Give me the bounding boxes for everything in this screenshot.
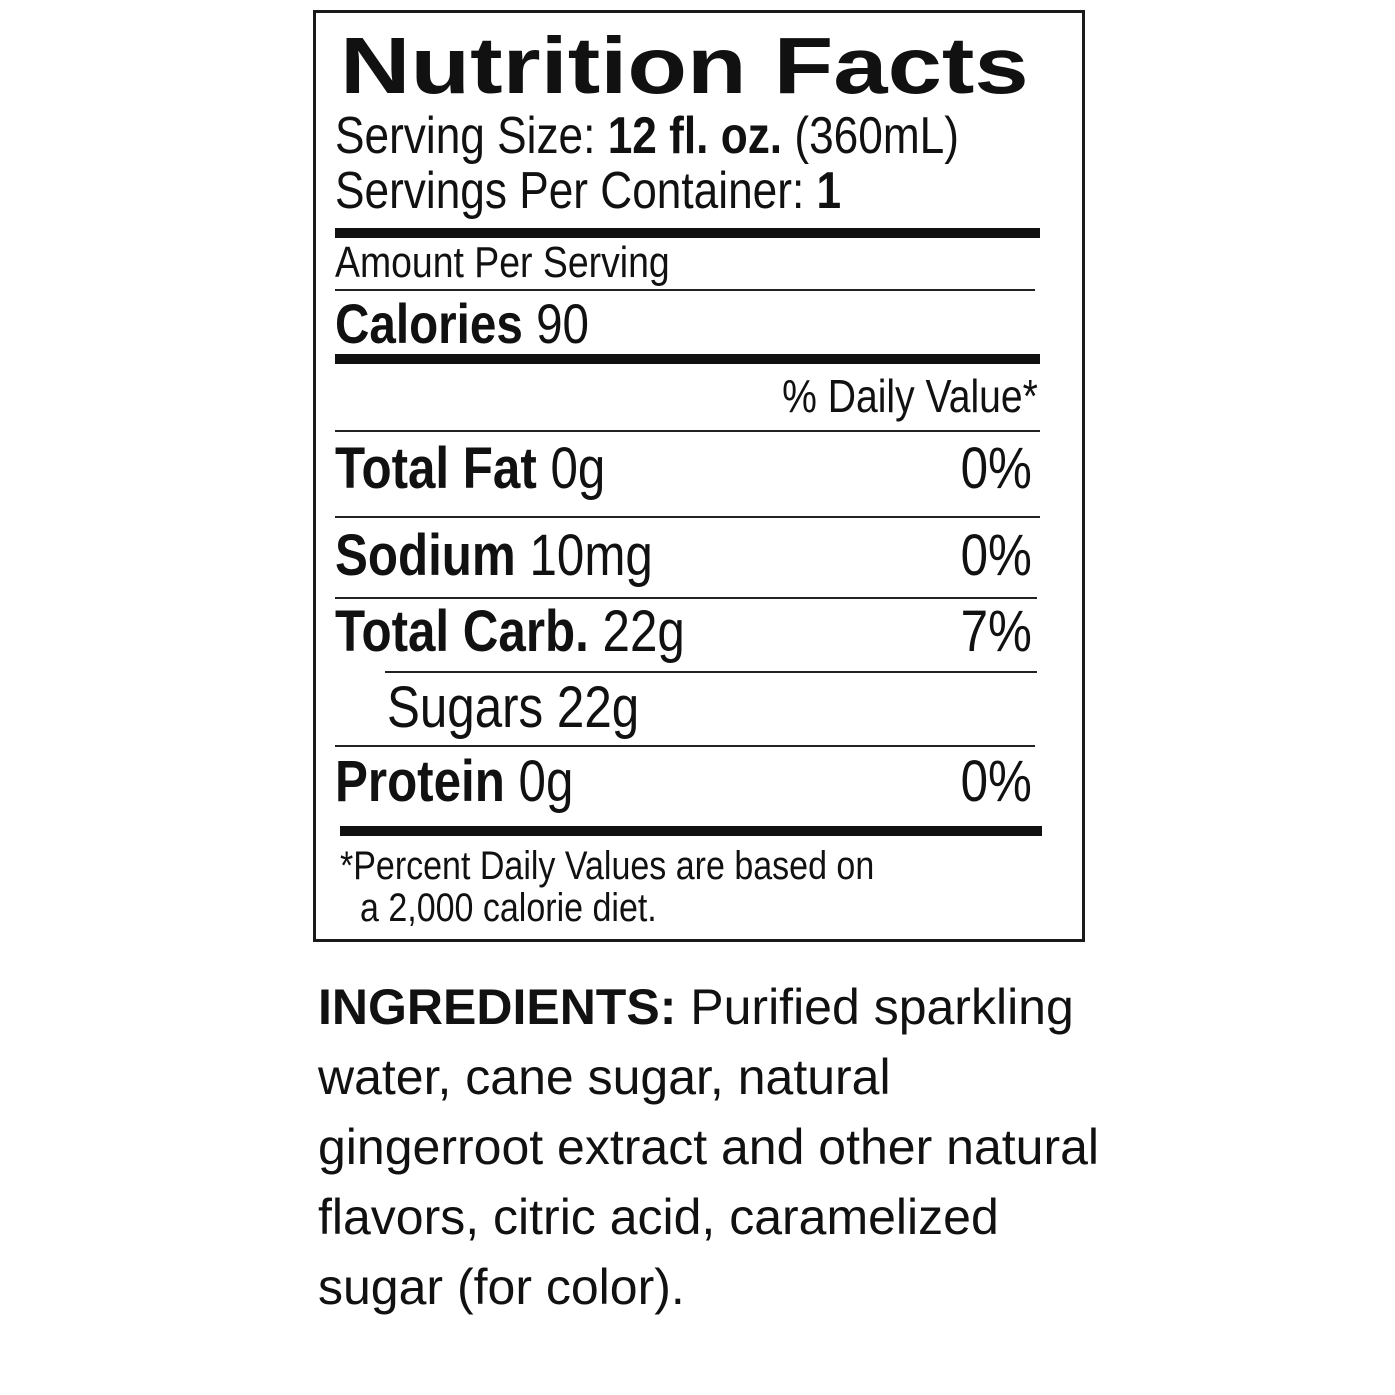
nutrient-amount: 0g: [518, 749, 574, 814]
nutrition-facts-panel: [313, 10, 1085, 942]
nutrient-row-total-carb: Total Carb. 22g: [335, 603, 685, 661]
nutrient-row-sodium: Sodium 10mg: [335, 527, 653, 585]
serving-size: Serving Size: 12 fl. oz. (360mL): [335, 110, 959, 162]
divider: [335, 289, 1035, 291]
calories-row: Calories 90: [335, 296, 589, 352]
nutrient-amount: 0g: [550, 436, 606, 501]
amount-per-serving: Amount Per Serving: [335, 238, 670, 287]
nutrient-amount: 10mg: [529, 523, 653, 588]
divider: [335, 516, 1040, 518]
nutrient-dv: 0%: [960, 523, 1032, 588]
nutrient-amount: 22g: [602, 599, 685, 664]
calories-value: 90: [536, 292, 590, 355]
divider: [385, 671, 1037, 673]
nutrient-name: Total Fat: [335, 436, 537, 501]
nutrient-dv: 7%: [960, 599, 1032, 664]
footnote-line-1: *Percent Daily Values are based on: [340, 844, 875, 888]
calories-label: Calories: [335, 292, 523, 355]
nutrient-row-total-fat: Total Fat 0g: [335, 440, 605, 498]
nutrient-row-protein: Protein 0g: [335, 753, 573, 811]
serving-size-label: Serving Size:: [335, 107, 596, 165]
nutrient-name: Sodium: [335, 523, 516, 588]
serving-size-value: 12 fl. oz.: [607, 107, 783, 165]
ingredients-label: INGREDIENTS:: [318, 979, 677, 1035]
nutrient-name: Total Carb.: [335, 599, 589, 664]
servings-label: Servings Per Container:: [335, 162, 805, 220]
label-title: Nutrition Facts: [340, 21, 1029, 110]
nutrient-row-sugars: Sugars 22g: [387, 679, 639, 737]
nutrient-dv: 0%: [960, 436, 1032, 501]
servings-per-container: Servings Per Container: 1: [335, 165, 841, 217]
divider: [335, 430, 1040, 432]
serving-size-metric: (360mL): [794, 107, 959, 165]
divider: [335, 745, 1035, 747]
divider: [335, 597, 1037, 599]
nutrient-dv: 0%: [960, 749, 1032, 814]
ingredients: INGREDIENTS: Purified sparkling water, c…: [318, 972, 1118, 1322]
nutrient-amount: 22g: [556, 675, 640, 740]
thick-divider: [335, 228, 1040, 238]
footnote-line-2: a 2,000 calorie diet.: [360, 886, 657, 930]
servings-value: 1: [816, 162, 842, 220]
thick-divider: [340, 826, 1042, 836]
daily-value-header: % Daily Value*: [782, 370, 1038, 422]
nutrient-name: Protein: [335, 749, 505, 814]
ingredients-text: Purified sparkling water, cane sugar, na…: [318, 979, 1100, 1315]
thick-divider: [335, 354, 1040, 364]
nutrient-name: Sugars: [387, 675, 544, 740]
